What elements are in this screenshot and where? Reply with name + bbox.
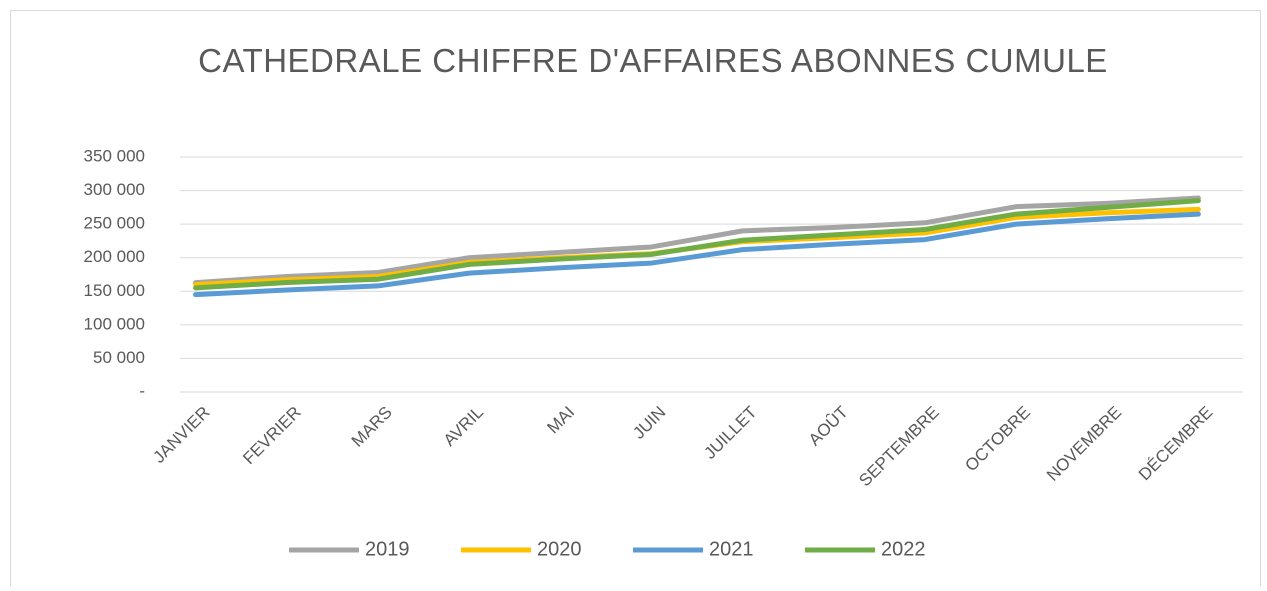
x-tick-label: DÉCEMBRE xyxy=(1135,403,1217,485)
legend-label: 2022 xyxy=(881,538,926,560)
x-tick-label: AOÛT xyxy=(805,403,852,450)
x-tick-label: MAI xyxy=(543,403,578,438)
y-tick-label: 200 000 xyxy=(84,247,145,266)
legend-label: 2020 xyxy=(537,538,582,560)
y-tick-label: 150 000 xyxy=(84,281,145,300)
legend-label: 2019 xyxy=(365,538,410,560)
series-line xyxy=(193,198,1201,291)
x-tick-label: MARS xyxy=(348,403,396,451)
y-tick-label: 300 000 xyxy=(84,180,145,199)
series-line xyxy=(193,195,1201,286)
x-tick-label: AVRIL xyxy=(440,403,487,450)
y-tick-label: 350 000 xyxy=(84,146,145,165)
y-tick-label: - xyxy=(139,381,145,400)
series-line xyxy=(193,211,1201,298)
chart-border xyxy=(10,10,1261,591)
x-tick-label: SEPTEMBRE xyxy=(855,403,943,491)
y-tick-label: 250 000 xyxy=(84,214,145,233)
y-tick-label: 50 000 xyxy=(93,348,145,367)
x-tick-label: FEVRIER xyxy=(239,403,305,469)
x-tick-label: JUILLET xyxy=(700,403,760,463)
legend-label: 2021 xyxy=(709,538,754,560)
x-tick-label: OCTOBRE xyxy=(961,403,1034,476)
chart-title: CATHEDRALE CHIFFRE D'AFFAIRES ABONNES CU… xyxy=(198,42,1108,79)
y-tick-label: 100 000 xyxy=(84,314,145,333)
x-tick-label: JANVIER xyxy=(149,403,213,467)
x-tick-label: NOVEMBRE xyxy=(1043,403,1125,485)
x-tick-label: JUIN xyxy=(629,403,669,443)
